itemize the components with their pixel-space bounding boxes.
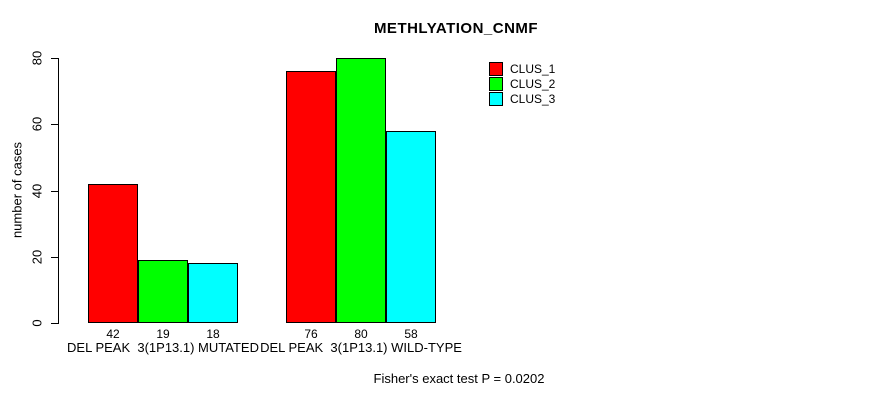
bar-clus_3-group2: [386, 131, 436, 323]
bar-value-label: 42: [106, 327, 120, 341]
y-tick: [51, 58, 58, 59]
group-label: DEL PEAK 3(1P13.1) MUTATED: [67, 340, 259, 355]
y-tick-label: 20: [29, 249, 45, 265]
chart-title: METHLYATION_CNMF: [373, 20, 539, 37]
y-tick: [51, 323, 58, 324]
bar-value-label: 80: [354, 327, 368, 341]
bar-value-label: 19: [156, 327, 170, 341]
bar-value-label: 18: [206, 327, 220, 341]
bar-value-label: 58: [404, 327, 418, 341]
y-tick: [51, 257, 58, 258]
bar-value-label: 76: [304, 327, 318, 341]
y-tick-label: 80: [29, 50, 45, 66]
footer-note: Fisher's exact test P = 0.0202: [373, 371, 545, 386]
legend-swatch: [489, 91, 503, 106]
y-tick-label: 60: [29, 116, 45, 132]
legend-item: CLUS_1: [489, 61, 555, 76]
legend-label: CLUS_1: [510, 61, 556, 76]
legend-item: CLUS_2: [489, 76, 555, 91]
legend-swatch: [489, 76, 503, 91]
legend-swatch: [489, 61, 503, 76]
bar-clus_2-group1: [138, 260, 188, 323]
bar-clus_3-group1: [188, 263, 238, 323]
bar-clus_1-group1: [88, 184, 138, 323]
bar-clus_1-group2: [286, 71, 336, 323]
legend-label: CLUS_2: [510, 76, 556, 91]
y-tick-label: 0: [29, 319, 45, 327]
legend: CLUS_1 CLUS_2 CLUS_3: [489, 61, 555, 106]
legend-label: CLUS_3: [510, 91, 556, 106]
group-label: DEL PEAK 3(1P13.1) WILD-TYPE: [260, 340, 462, 355]
y-axis-label: number of cases: [9, 141, 25, 239]
y-tick-label: 40: [29, 183, 45, 199]
y-tick: [51, 191, 58, 192]
y-tick: [51, 124, 58, 125]
bar-clus_2-group2: [336, 58, 386, 323]
legend-item: CLUS_3: [489, 91, 555, 106]
y-axis-line: [58, 58, 59, 324]
